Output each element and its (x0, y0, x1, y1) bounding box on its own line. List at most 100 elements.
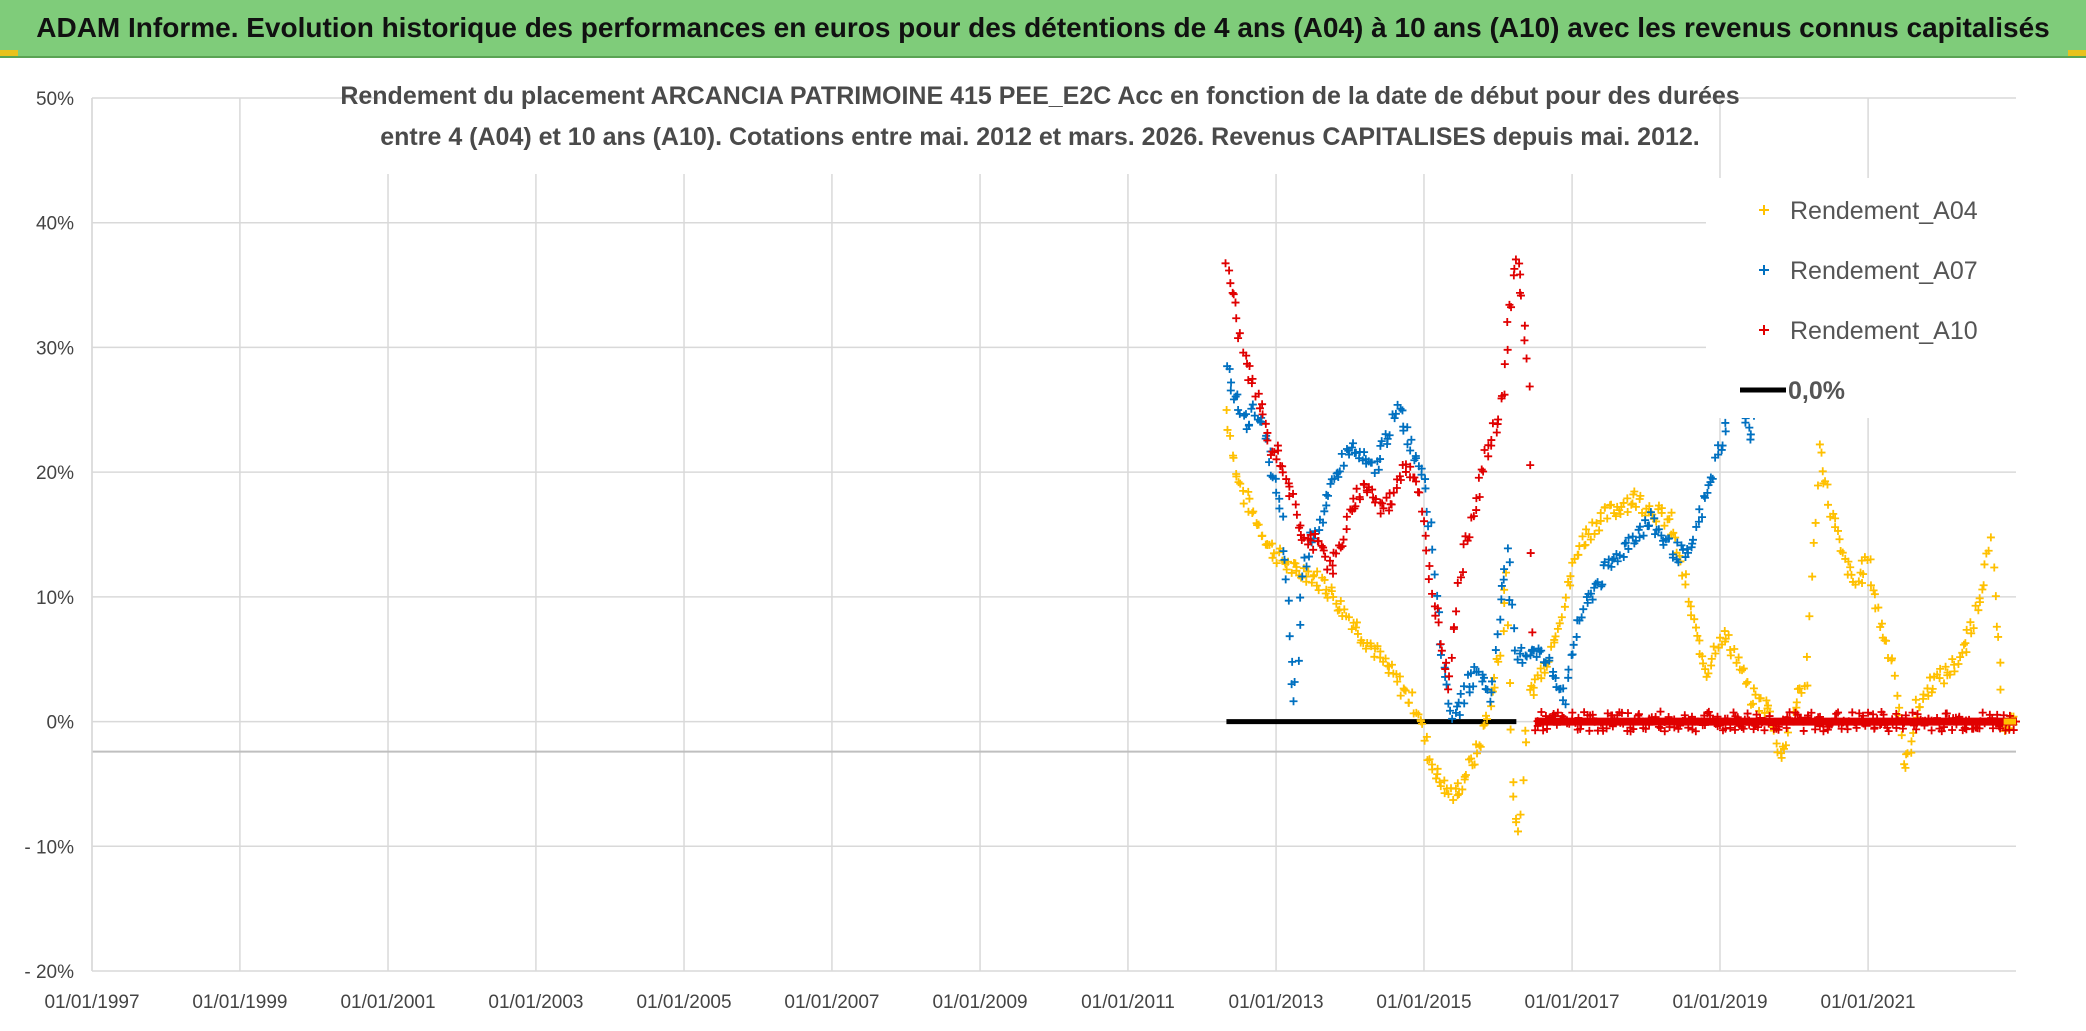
data-point (1401, 460, 1410, 469)
data-point (1578, 532, 1587, 541)
data-point (1607, 500, 1616, 509)
data-point (1583, 598, 1592, 607)
data-point (1373, 642, 1382, 651)
data-point (1484, 452, 1493, 461)
data-point (1513, 827, 1522, 836)
data-point (1510, 624, 1519, 633)
data-point (1300, 553, 1309, 562)
data-point (1353, 629, 1362, 638)
data-point (1473, 749, 1482, 758)
data-point (1506, 679, 1515, 688)
data-point (1704, 707, 1713, 716)
data-point (1522, 652, 1531, 661)
data-point (1641, 516, 1650, 525)
data-point (1540, 668, 1549, 677)
data-point (1630, 487, 1639, 496)
data-point (1687, 543, 1696, 552)
data-point (1491, 646, 1500, 655)
data-point (1268, 553, 1277, 562)
data-point (1270, 448, 1279, 457)
data-point (1452, 607, 1461, 616)
data-point (1347, 625, 1356, 634)
data-point (1334, 473, 1343, 482)
data-point (1235, 329, 1244, 338)
data-point (1539, 726, 1548, 735)
data-point (1421, 475, 1430, 484)
data-point (1434, 618, 1443, 627)
data-point (1342, 525, 1351, 534)
data-point (1659, 540, 1668, 549)
data-point (1882, 636, 1891, 645)
data-point (1339, 535, 1348, 544)
data-point (1436, 640, 1445, 649)
legend-label: Rendement_A04 (1790, 197, 1978, 225)
data-point (1360, 480, 1369, 489)
data-point (1708, 474, 1717, 483)
data-point (1996, 658, 2005, 667)
data-point (1221, 259, 1230, 268)
data-point (1631, 536, 1640, 545)
data-point (1500, 360, 1509, 369)
data-point (1265, 458, 1274, 467)
data-point (1494, 657, 1503, 666)
data-point (1465, 533, 1474, 542)
data-point (1258, 531, 1267, 540)
data-point (1986, 533, 1995, 542)
data-point (1292, 566, 1301, 575)
data-point (1651, 530, 1660, 539)
data-point (1319, 518, 1328, 527)
data-point (1764, 701, 1773, 710)
data-point (1349, 439, 1358, 448)
data-point (1229, 290, 1238, 299)
data-point (1979, 581, 1988, 590)
data-point (1645, 521, 1654, 530)
data-point (1272, 559, 1281, 568)
legend-label: 0,0% (1788, 377, 1845, 405)
data-point (1901, 763, 1910, 772)
data-point (1507, 303, 1516, 312)
data-point (1588, 595, 1597, 604)
data-point (1978, 708, 1987, 717)
data-point (1967, 629, 1976, 638)
data-point (1376, 509, 1385, 518)
data-point (1695, 636, 1704, 645)
data-point (1446, 706, 1455, 715)
data-point (1975, 594, 1984, 603)
data-point (1911, 695, 1920, 704)
data-point (1418, 507, 1427, 516)
data-point (1470, 760, 1479, 769)
data-point (1698, 513, 1707, 522)
data-point (1530, 675, 1539, 684)
data-point (1428, 589, 1437, 598)
legend-swatch-marker (1759, 265, 1769, 275)
x-tick-label: 01/01/2009 (932, 992, 1027, 1013)
data-point (1287, 568, 1296, 577)
data-point (1545, 656, 1554, 665)
data-point (1500, 390, 1509, 399)
data-point (1427, 518, 1436, 527)
data-point (1586, 589, 1595, 598)
data-point (1425, 562, 1434, 571)
data-point (1739, 724, 1748, 733)
data-point (1225, 364, 1234, 373)
data-point (1574, 550, 1583, 559)
data-point (1424, 575, 1433, 584)
data-point (1291, 500, 1300, 509)
data-point (1370, 469, 1379, 478)
data-point (1629, 725, 1638, 734)
data-point (1245, 361, 1254, 370)
data-point (1229, 453, 1238, 462)
data-point (1285, 482, 1294, 491)
data-point (1226, 386, 1235, 395)
data-point (1537, 646, 1546, 655)
data-point (1475, 741, 1484, 750)
subtitle-background (380, 78, 1700, 174)
data-point (1442, 680, 1451, 689)
data-point (1458, 568, 1467, 577)
data-point (1326, 556, 1334, 565)
data-point (1503, 318, 1512, 327)
x-tick-label: 01/01/1999 (192, 992, 287, 1013)
data-point (1242, 351, 1251, 360)
data-point (1496, 651, 1505, 660)
data-point (1410, 473, 1419, 482)
